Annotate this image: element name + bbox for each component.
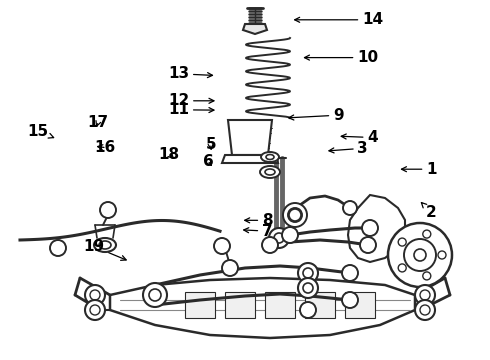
Circle shape [388, 223, 452, 287]
Text: 5: 5 [205, 137, 216, 152]
Text: 10: 10 [304, 50, 378, 65]
Text: 6: 6 [203, 154, 214, 169]
Text: 16: 16 [95, 140, 116, 155]
Circle shape [85, 300, 105, 320]
Text: 1: 1 [401, 162, 437, 177]
Text: 11: 11 [169, 102, 214, 117]
Text: 4: 4 [341, 130, 378, 145]
Polygon shape [265, 292, 295, 318]
Ellipse shape [260, 166, 280, 178]
Circle shape [269, 228, 289, 248]
Circle shape [342, 265, 358, 281]
Circle shape [360, 237, 376, 253]
Text: 2: 2 [421, 203, 437, 220]
Polygon shape [345, 292, 375, 318]
Text: 17: 17 [87, 115, 109, 130]
Text: 19: 19 [83, 239, 126, 260]
Polygon shape [228, 120, 272, 155]
Text: 14: 14 [294, 12, 383, 27]
Polygon shape [110, 278, 415, 338]
Circle shape [415, 300, 435, 320]
Polygon shape [222, 155, 278, 163]
Ellipse shape [261, 152, 279, 162]
Text: 15: 15 [27, 124, 54, 139]
Polygon shape [348, 195, 405, 262]
Circle shape [288, 208, 302, 222]
Circle shape [222, 260, 238, 276]
Polygon shape [185, 292, 215, 318]
Text: 3: 3 [329, 141, 368, 156]
Circle shape [300, 302, 316, 318]
Circle shape [100, 202, 116, 218]
Polygon shape [243, 24, 267, 34]
Text: 18: 18 [158, 147, 180, 162]
Circle shape [283, 203, 307, 227]
Text: 8: 8 [245, 213, 272, 228]
Text: 7: 7 [244, 224, 272, 239]
Circle shape [262, 237, 278, 253]
Text: 9: 9 [289, 108, 343, 123]
Circle shape [85, 285, 105, 305]
Polygon shape [225, 292, 255, 318]
Text: 13: 13 [168, 66, 213, 81]
Circle shape [143, 283, 167, 307]
Circle shape [415, 285, 435, 305]
Circle shape [362, 220, 378, 236]
Circle shape [298, 263, 318, 283]
Circle shape [298, 278, 318, 298]
Circle shape [282, 227, 298, 243]
Circle shape [50, 240, 66, 256]
Circle shape [214, 238, 230, 254]
Circle shape [342, 292, 358, 308]
Ellipse shape [94, 238, 116, 252]
Circle shape [343, 201, 357, 215]
Text: 12: 12 [168, 93, 214, 108]
Polygon shape [305, 292, 335, 318]
